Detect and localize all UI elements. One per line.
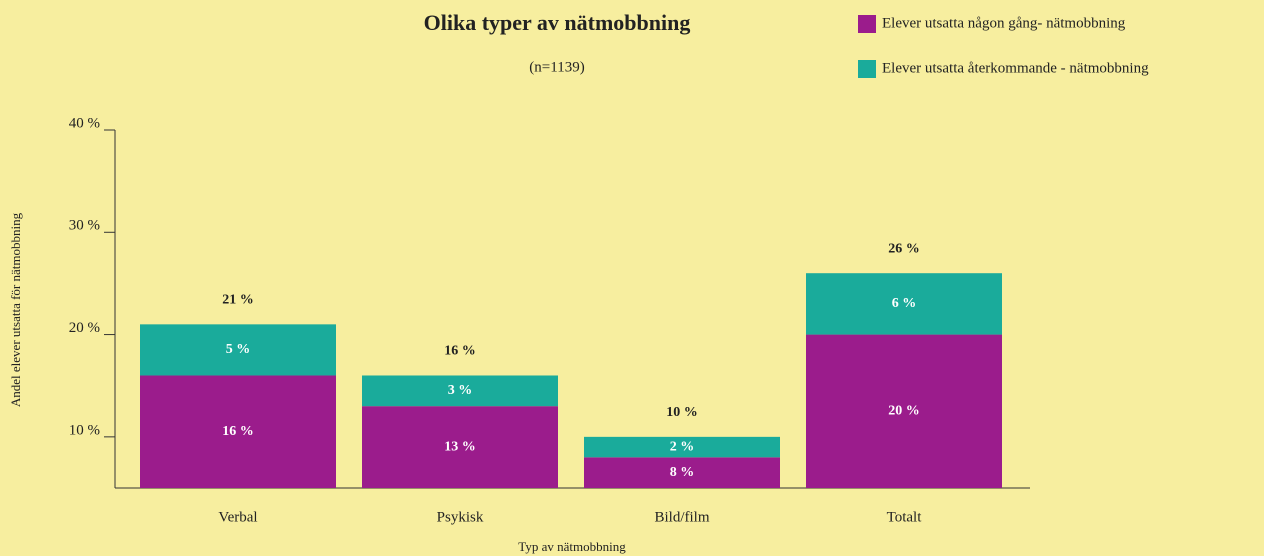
legend-swatch <box>858 15 876 33</box>
total-label: 26 % <box>888 241 920 256</box>
segment-label: 16 % <box>222 424 254 439</box>
segment-label: 8 % <box>670 465 695 480</box>
bar-segment <box>806 273 1002 335</box>
x-tick-label: Bild/film <box>654 509 709 525</box>
y-tick-label: 20 % <box>69 320 100 336</box>
x-tick-label: Totalt <box>887 509 923 525</box>
total-label: 10 % <box>666 405 698 420</box>
x-tick-label: Verbal <box>218 509 257 525</box>
segment-label: 5 % <box>226 342 251 357</box>
segment-label: 2 % <box>670 439 695 454</box>
legend-label: Elever utsatta återkommande - nätmobbnin… <box>882 60 1149 76</box>
segment-label: 13 % <box>444 439 476 454</box>
total-label: 21 % <box>222 293 254 308</box>
bar-segment <box>140 375 336 488</box>
x-axis-label: Typ av nätmobbning <box>518 539 626 554</box>
x-tick-label: Psykisk <box>437 509 484 525</box>
legend-label: Elever utsatta någon gång- nätmobbning <box>882 15 1126 31</box>
bar-segment <box>584 457 780 488</box>
bar-segment <box>584 436 780 458</box>
segment-label: 6 % <box>892 296 917 311</box>
segment-label: 3 % <box>448 383 473 398</box>
y-tick-label: 40 % <box>69 115 100 131</box>
legend-swatch <box>858 60 876 78</box>
segment-label: 20 % <box>888 404 920 419</box>
y-axis-label: Andel elever utsatta för nätmobbning <box>8 212 23 407</box>
bar-segment <box>140 324 336 376</box>
y-tick-label: 30 % <box>69 218 100 234</box>
bar-segment <box>362 406 558 488</box>
total-label: 16 % <box>444 344 476 359</box>
y-tick-label: 10 % <box>69 422 100 438</box>
chart-title: Olika typer av nätmobbning <box>424 10 691 35</box>
bar-segment <box>362 375 558 407</box>
bar-segment <box>806 334 1002 488</box>
chart-subtitle: (n=1139) <box>529 59 584 75</box>
